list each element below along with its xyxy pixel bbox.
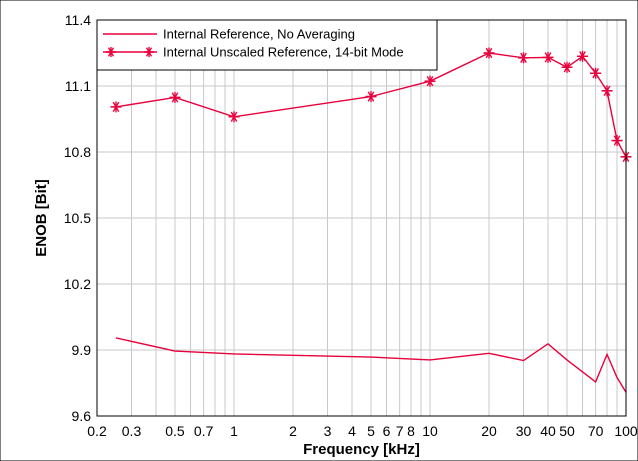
x-tick-label: 0.3 <box>122 423 142 439</box>
y-tick-label: 11.4 <box>65 12 91 28</box>
tick-layer: 0.2 0.3 0.5 0.7 1 2 3 4 5 6 7 8 10 20 30 40 50 70 100 9.6 9.… <box>64 12 638 439</box>
y-tick-label: 9.6 <box>72 408 92 424</box>
x-tick-label: 5 <box>367 423 375 439</box>
legend-item: Internal Reference, No Averaging <box>103 27 355 42</box>
y-tick-label: 10.2 <box>64 276 91 292</box>
series-layer <box>110 47 632 393</box>
data-point <box>424 75 436 87</box>
legend-marker <box>106 47 116 57</box>
data-point <box>483 47 495 59</box>
y-tick-label: 11.1 <box>65 78 91 94</box>
legend-box <box>96 19 438 71</box>
x-tick-label: 40 <box>540 423 556 439</box>
legend-item: Internal Unscaled Reference, 14-bit Mode <box>103 45 404 60</box>
data-point <box>577 50 589 62</box>
data-point <box>110 101 122 113</box>
y-tick-label: 10.8 <box>64 144 91 160</box>
series-1 <box>115 337 627 393</box>
x-tick-label: 7 <box>396 423 404 439</box>
data-point <box>611 135 623 147</box>
series-line <box>115 337 627 393</box>
x-tick-label: 10 <box>422 423 438 439</box>
x-tick-label: 8 <box>407 423 415 439</box>
x-tick-label: 30 <box>516 423 532 439</box>
x-tick-label: 100 <box>614 423 638 439</box>
x-tick-label: 50 <box>559 423 575 439</box>
x-axis-title: Frequency [kHz] <box>303 441 420 458</box>
data-point <box>561 61 573 73</box>
data-point <box>601 85 613 97</box>
y-axis-title: ENOB [Bit] <box>33 179 50 257</box>
data-point <box>228 111 240 123</box>
x-tick-label: 0.5 <box>165 423 185 439</box>
x-tick-label: 70 <box>588 423 604 439</box>
legend-marker <box>144 47 154 57</box>
x-tick-label: 20 <box>481 423 497 439</box>
x-tick-label: 4 <box>348 423 356 439</box>
data-point <box>365 91 377 103</box>
series-2 <box>110 47 632 163</box>
data-point <box>169 91 181 103</box>
x-tick-label: 1 <box>230 423 238 439</box>
legend-label: Internal Unscaled Reference, 14-bit Mode <box>163 45 404 60</box>
y-tick-label: 9.9 <box>72 342 92 358</box>
x-tick-label: 0.2 <box>87 423 107 439</box>
data-point <box>590 67 602 79</box>
data-point <box>518 52 530 64</box>
y-tick-label: 10.5 <box>64 210 91 226</box>
data-point <box>542 51 554 63</box>
x-tick-label: 2 <box>289 423 297 439</box>
legend-label: Internal Reference, No Averaging <box>163 27 355 42</box>
x-tick-label: 0.7 <box>194 423 214 439</box>
x-tick-label: 3 <box>324 423 332 439</box>
x-tick-label: 6 <box>383 423 391 439</box>
legend: Internal Reference, No Averaging Internal… <box>96 19 438 71</box>
